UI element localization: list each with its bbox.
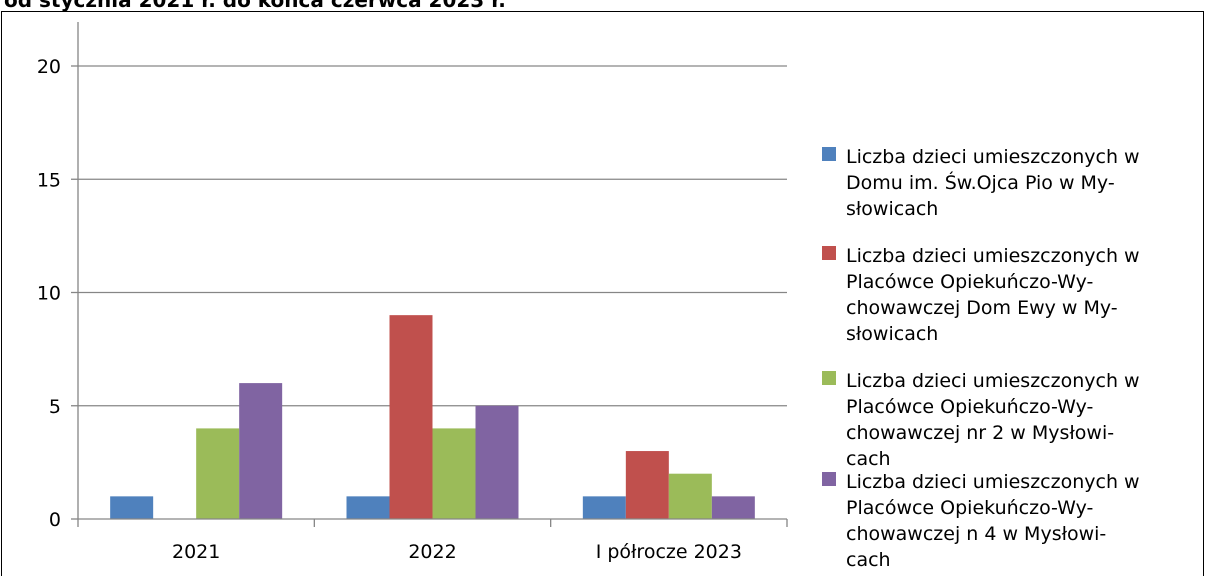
legend-label-line: cach [846, 448, 891, 470]
legend-label-line: Placówce Opiekuńczo-Wy- [846, 497, 1093, 519]
bar [625, 451, 669, 519]
bar [389, 315, 433, 519]
legend-label: Liczba dzieci umieszczonych w Domu im. Św… [846, 146, 1140, 220]
bar [582, 496, 626, 519]
legend-label-line: Liczba dzieci umieszczonych w [846, 471, 1140, 493]
legend-swatch [822, 246, 836, 260]
x-tick-label: 2021 [172, 541, 220, 563]
bar [668, 473, 712, 519]
bar [432, 428, 476, 519]
legend-label-line: słowicach [846, 323, 938, 345]
legend-label-line: Placówce Opiekuńczo-Wy- [846, 271, 1093, 293]
y-tick-label: 5 [49, 396, 61, 418]
chart-title: od stycznia 2021 r. do końca czerwca 202… [4, 0, 506, 12]
y-tick-label: 20 [37, 56, 61, 78]
legend-swatch [822, 472, 836, 486]
legend-label-line: chowawczej n 4 w Mysłowi- [846, 523, 1106, 545]
legend-label-line: Liczba dzieci umieszczonych w [846, 370, 1140, 392]
y-tick-label: 0 [49, 509, 61, 531]
bar [346, 496, 390, 519]
legend-label-line: Domu im. Św.Ojca Pio w My- [846, 170, 1115, 194]
legend-label-line: Placówce Opiekuńczo-Wy- [846, 396, 1093, 418]
legend-label: Liczba dzieci umieszczonych w Placówce Op… [846, 471, 1140, 571]
bar [711, 496, 755, 519]
legend-label-line: słowicach [846, 198, 938, 220]
legend-swatch [822, 371, 836, 385]
legend-swatch [822, 147, 836, 161]
bar [475, 405, 519, 519]
x-tick-label: 2022 [408, 541, 456, 563]
y-tick-label: 15 [37, 169, 61, 191]
bar [239, 383, 283, 519]
x-tick-label: I półrocze 2023 [596, 541, 742, 563]
legend-label: Liczba dzieci umieszczonych w Placówce Op… [846, 245, 1140, 345]
chart-frame [1, 11, 1204, 576]
bar [110, 496, 154, 519]
bar-layer [110, 315, 755, 519]
legend-label: Liczba dzieci umieszczonych w Placówce Op… [846, 370, 1140, 470]
legend-label-line: cach [846, 549, 891, 571]
legend-label-line: Liczba dzieci umieszczonych w [846, 146, 1140, 168]
y-tick-label: 10 [37, 283, 61, 305]
legend-label-line: chowawczej nr 2 w Mysłowi- [846, 422, 1114, 444]
legend-label-line: Liczba dzieci umieszczonych w [846, 245, 1140, 267]
bar [196, 428, 240, 519]
legend-label-line: chowawczej Dom Ewy w My- [846, 297, 1118, 319]
legend-layer: Liczba dzieci umieszczonych w Domu im. Św… [822, 146, 1140, 571]
axis-layer: 0 5 10 15 20 2021 2022 I półrocze 2023 [37, 22, 788, 563]
